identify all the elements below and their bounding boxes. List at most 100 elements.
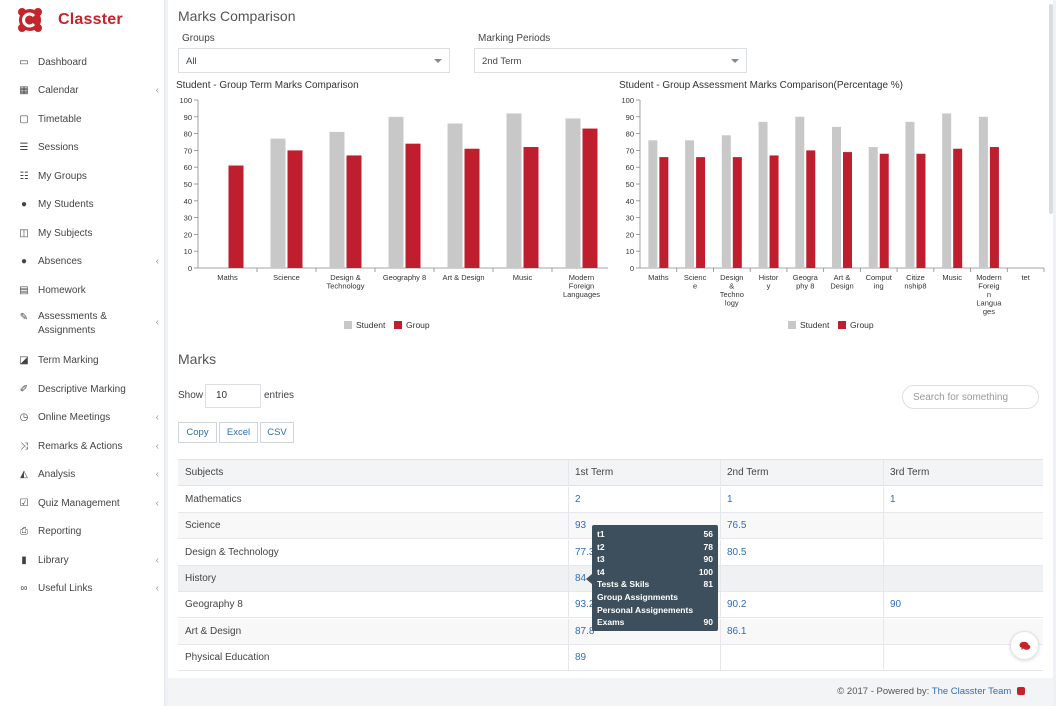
bar-group-2[interactable]	[346, 155, 362, 268]
sidebar-item-library[interactable]: ▮ Library ‹	[0, 553, 165, 567]
mark-cell[interactable]: 86.1	[727, 625, 747, 637]
bar-student-1[interactable]	[685, 140, 695, 268]
sidebar-item-sessions[interactable]: ☰ Sessions	[0, 140, 165, 154]
sidebar-item-remarks-actions[interactable]: ⤨ Remarks & Actions ‹	[0, 439, 165, 453]
sidebar-item-absences[interactable]: ● Absences ‹	[0, 254, 165, 268]
sidebar-item-analysis[interactable]: ◭ Analysis ‹	[0, 467, 165, 481]
table-header: Subjects 1st Term 2nd Term 3rd Term	[178, 460, 1043, 486]
column-header[interactable]: 1st Term	[575, 467, 614, 478]
sidebar-item-assessments-assignments[interactable]: ✎ Assessments & Assignments ‹	[0, 310, 165, 338]
column-header[interactable]: Subjects	[185, 467, 224, 478]
mark-cell[interactable]: 90	[890, 599, 902, 611]
chevron-down-icon	[434, 59, 442, 63]
page-scrollbar[interactable]	[1049, 4, 1053, 214]
bar-student-2[interactable]	[721, 135, 731, 268]
bar-group-6[interactable]	[879, 153, 889, 268]
mark-cell[interactable]: 76.5	[727, 520, 747, 532]
bar-student-5[interactable]	[832, 126, 841, 268]
bar-student-3[interactable]	[758, 121, 768, 268]
bar-student-9[interactable]	[978, 116, 988, 268]
bar-group-7[interactable]	[916, 153, 926, 268]
search-input[interactable]: Search for something	[902, 385, 1039, 409]
calendar-blank-icon: ▢	[19, 113, 29, 125]
mark-cell[interactable]: 93.2	[575, 599, 595, 611]
bar-student-5[interactable]	[506, 113, 522, 268]
bar-student-6[interactable]	[565, 118, 581, 268]
groups-select[interactable]: All	[178, 48, 450, 73]
bar-group-8[interactable]	[953, 148, 963, 268]
bar-student-0[interactable]	[648, 140, 658, 268]
sidebar-item-useful-links[interactable]: ∞ Useful Links ‹	[0, 581, 165, 595]
marking-periods-select[interactable]: 2nd Term	[474, 48, 747, 73]
bar-student-4[interactable]	[795, 116, 805, 268]
chat-button[interactable]	[1010, 631, 1039, 660]
mark-cell[interactable]: 1	[727, 494, 733, 505]
sidebar-item-quiz-management[interactable]: ☑ Quiz Management ‹	[0, 496, 165, 510]
sidebar-item-timetable[interactable]: ▢ Timetable	[0, 112, 165, 126]
bar-student-1[interactable]	[270, 138, 286, 268]
entries-input[interactable]: 10	[205, 384, 261, 408]
pencil-square-icon: ◪	[19, 354, 29, 366]
mark-cell[interactable]: 93	[575, 520, 587, 532]
legend-label-student[interactable]: Student	[800, 320, 830, 330]
bar-group-9[interactable]	[989, 147, 999, 268]
legend-swatch-group[interactable]	[394, 321, 402, 329]
bar-student-3[interactable]	[388, 116, 404, 268]
bar-group-5[interactable]	[843, 152, 852, 268]
tooltip-value: 90	[703, 617, 713, 628]
column-divider	[568, 539, 569, 566]
bar-student-6[interactable]	[868, 147, 878, 268]
column-header[interactable]: 2nd Term	[727, 467, 769, 478]
legend-swatch-group[interactable]	[838, 321, 846, 329]
x-tick-label: Techno	[720, 290, 744, 299]
legend-swatch-student[interactable]	[788, 321, 796, 329]
sidebar-item-online-meetings[interactable]: ◷ Online Meetings ‹	[0, 410, 165, 424]
sidebar-item-term-marking[interactable]: ◪ Term Marking	[0, 353, 165, 367]
chevron-left-icon: ‹	[155, 411, 159, 423]
bar-student-7[interactable]	[905, 121, 915, 268]
mark-cell[interactable]: 84	[575, 572, 587, 584]
bar-group-5[interactable]	[523, 147, 539, 268]
copy-button[interactable]: Copy	[178, 422, 217, 443]
sidebar-item-reporting[interactable]: ⎙ Reporting	[0, 524, 165, 538]
sidebar-item-my-groups[interactable]: ☷ My Groups	[0, 169, 165, 183]
bar-group-0[interactable]	[228, 165, 244, 268]
mark-cell[interactable]: 80.5	[727, 546, 747, 558]
bar-student-2[interactable]	[329, 131, 345, 268]
bar-group-1[interactable]	[287, 150, 303, 268]
x-tick-label: nship8	[904, 282, 926, 291]
sidebar-item-calendar[interactable]: ▦ Calendar ‹	[0, 83, 165, 97]
mark-cell[interactable]: 89	[575, 651, 587, 663]
bar-group-2[interactable]	[732, 157, 742, 268]
bar-group-6[interactable]	[582, 128, 598, 268]
legend-swatch-student[interactable]	[344, 321, 352, 329]
bar-group-1[interactable]	[696, 157, 706, 268]
footer-link[interactable]: The Classter Team	[931, 686, 1012, 697]
sidebar-item-homework[interactable]: ▤ Homework	[0, 283, 165, 297]
excel-button[interactable]: Excel	[219, 422, 258, 443]
mark-cell[interactable]: 90.2	[727, 599, 747, 611]
sidebar-item-my-students[interactable]: ● My Students	[0, 197, 165, 211]
bar-group-0[interactable]	[659, 157, 669, 268]
bar-group-4[interactable]	[464, 148, 480, 268]
logo[interactable]: Classter	[16, 4, 123, 36]
list-alt-icon: ▤	[19, 284, 29, 296]
legend-label-group[interactable]: Group	[406, 320, 430, 330]
mark-cell[interactable]: 77.3	[575, 546, 595, 558]
mark-cell[interactable]: 1	[890, 494, 896, 505]
bar-group-3[interactable]	[405, 143, 421, 268]
mark-cell[interactable]: 87.8	[575, 625, 595, 637]
bar-group-4[interactable]	[806, 150, 816, 268]
sidebar-item-descriptive-marking[interactable]: ✐ Descriptive Marking	[0, 382, 165, 396]
bar-student-8[interactable]	[942, 113, 952, 268]
column-header[interactable]: 3rd Term	[890, 467, 930, 478]
legend-label-group[interactable]: Group	[850, 320, 874, 330]
column-divider	[720, 565, 721, 592]
csv-button[interactable]: CSV	[260, 422, 294, 443]
sidebar-item-dashboard[interactable]: ▭ Dashboard	[0, 55, 165, 69]
bar-student-4[interactable]	[447, 123, 463, 268]
legend-label-student[interactable]: Student	[356, 320, 386, 330]
mark-cell[interactable]: 2	[575, 494, 581, 505]
bar-group-3[interactable]	[769, 155, 779, 268]
sidebar-item-my-subjects[interactable]: ◫ My Subjects	[0, 226, 165, 240]
